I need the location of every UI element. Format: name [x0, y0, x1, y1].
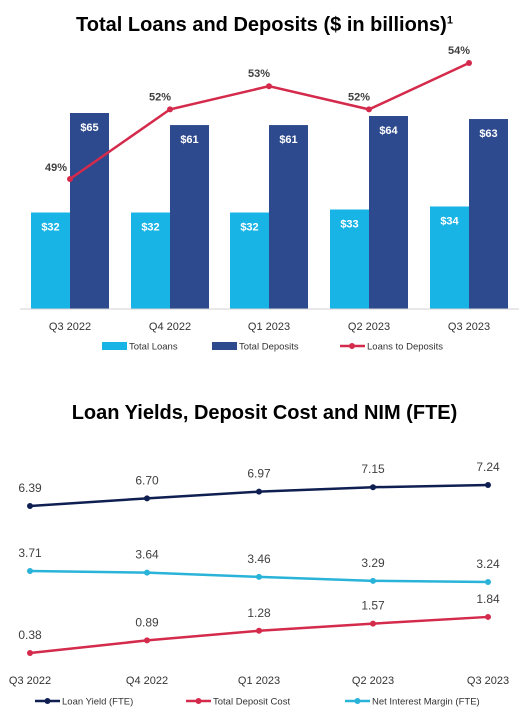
deposit-cost-label: 1.57: [361, 599, 385, 613]
legend-marker-nim: [354, 698, 361, 704]
x-tick-label: Q1 2023: [248, 321, 290, 333]
loan-yield-label: 6.70: [135, 473, 159, 487]
loan-yield-label: 6.97: [247, 467, 271, 481]
deposits-bar: [170, 125, 209, 309]
deposit-cost-label: 1.28: [247, 606, 271, 620]
loans-bar-label: $32: [41, 222, 59, 234]
x-tick-label: Q4 2022: [126, 675, 168, 687]
loans-bar-label: $33: [340, 218, 358, 230]
x-tick-label: Q2 2023: [352, 675, 394, 687]
deposit-cost-point: [485, 613, 491, 620]
legend-label-nim: Net Interest Margin (FTE): [372, 697, 480, 708]
x-tick-label: Q3 2022: [9, 675, 51, 687]
x-tick-label: Q2 2023: [348, 321, 390, 333]
chart2-title: Loan Yields, Deposit Cost and NIM (FTE): [71, 402, 458, 424]
deposit-cost-point: [256, 627, 262, 634]
nim-label: 3.71: [18, 546, 42, 560]
legend-label-loan-yield: Loan Yield (FTE): [62, 697, 133, 708]
legend-marker-deposit-cost: [195, 698, 202, 704]
legend-swatch-deposits: [212, 342, 237, 350]
loans-bar: [230, 212, 269, 309]
deposit-cost-point: [27, 650, 33, 656]
loans-bar-label: $34: [440, 215, 459, 227]
ratio-point: [67, 176, 73, 182]
loans-bar-label: $32: [141, 222, 159, 234]
deposit-cost-point: [370, 620, 376, 627]
deposits-bar-label: $61: [279, 134, 297, 146]
legend-label-deposit-cost: Total Deposit Cost: [213, 697, 290, 708]
nim-label: 3.24: [476, 557, 500, 571]
x-tick-label: Q4 2022: [149, 321, 191, 333]
nim-label: 3.29: [361, 556, 385, 570]
legend-label-loans: Total Loans: [129, 342, 178, 353]
loans-bar: [430, 206, 469, 309]
legend-marker-ratio: [349, 343, 355, 349]
nim-point: [370, 577, 376, 584]
loans-bar: [330, 209, 369, 309]
x-tick-label: Q1 2023: [238, 675, 280, 687]
x-tick-label: Q3 2023: [448, 321, 490, 333]
chart1-title: Total Loans and Deposits ($ in billions)…: [0, 14, 529, 37]
loans-deposits-chart: $32 $65 Q3 2022 $32 $61 Q4 2022 $32 $61 Q1 2023 $…: [20, 45, 519, 353]
deposits-bar: [369, 116, 408, 309]
deposits-bar-label: $61: [180, 134, 198, 146]
loan-yield-point: [485, 482, 491, 489]
loan-yield-point: [256, 488, 262, 495]
deposits-bar: [70, 113, 109, 309]
legend-label-deposits: Total Deposits: [239, 342, 299, 353]
ratio-point: [366, 106, 372, 113]
deposit-cost-label: 0.38: [18, 628, 42, 642]
chart1-title-footnote: 1: [446, 14, 453, 27]
legend-label-ratio: Loans to Deposits: [367, 342, 443, 353]
loan-yield-line: [29, 483, 489, 508]
deposit-cost-line: [29, 615, 489, 655]
loan-yield-point: [27, 503, 33, 509]
ratio-label: 49%: [45, 162, 67, 174]
deposits-bar-label: $63: [479, 128, 497, 140]
nim-point: [144, 569, 150, 576]
nim-label: 3.46: [247, 552, 271, 566]
loans-bar: [31, 212, 70, 309]
x-tick-label: Q3 2023: [467, 675, 509, 687]
deposits-bar-label: $65: [80, 122, 98, 134]
nim-point: [27, 568, 33, 574]
deposits-bar: [469, 119, 508, 310]
deposits-bar-label: $64: [379, 125, 398, 137]
ratio-point: [266, 83, 272, 90]
ratio-label: 53%: [248, 68, 270, 80]
x-tick-label: Q3 2022: [49, 321, 91, 333]
nim-point: [256, 573, 262, 580]
loan-yield-point: [370, 484, 376, 491]
ratio-point: [466, 60, 472, 66]
loan-yield-label: 7.15: [361, 462, 385, 476]
deposit-cost-label: 1.84: [476, 592, 500, 606]
deposit-cost-label: 0.89: [135, 615, 159, 629]
ratio-label: 52%: [149, 91, 171, 103]
legend-marker-loan-yield: [44, 698, 51, 704]
deposits-bar: [269, 125, 308, 309]
ratio-point: [167, 106, 173, 113]
legend-swatch-loans: [102, 342, 127, 350]
ratio-label: 54%: [448, 45, 470, 57]
nim-label: 3.64: [135, 548, 159, 562]
loans-bar-label: $32: [240, 222, 258, 234]
loan-yield-label: 6.39: [18, 481, 42, 495]
nim-point: [485, 578, 491, 585]
chart1-title-text: Total Loans and Deposits ($ in billions): [76, 14, 447, 36]
deposit-cost-point: [144, 637, 150, 644]
loan-yield-point: [144, 495, 150, 502]
loans-bar: [131, 212, 170, 309]
loan-yield-label: 7.24: [476, 460, 500, 474]
ratio-label: 52%: [348, 91, 370, 103]
